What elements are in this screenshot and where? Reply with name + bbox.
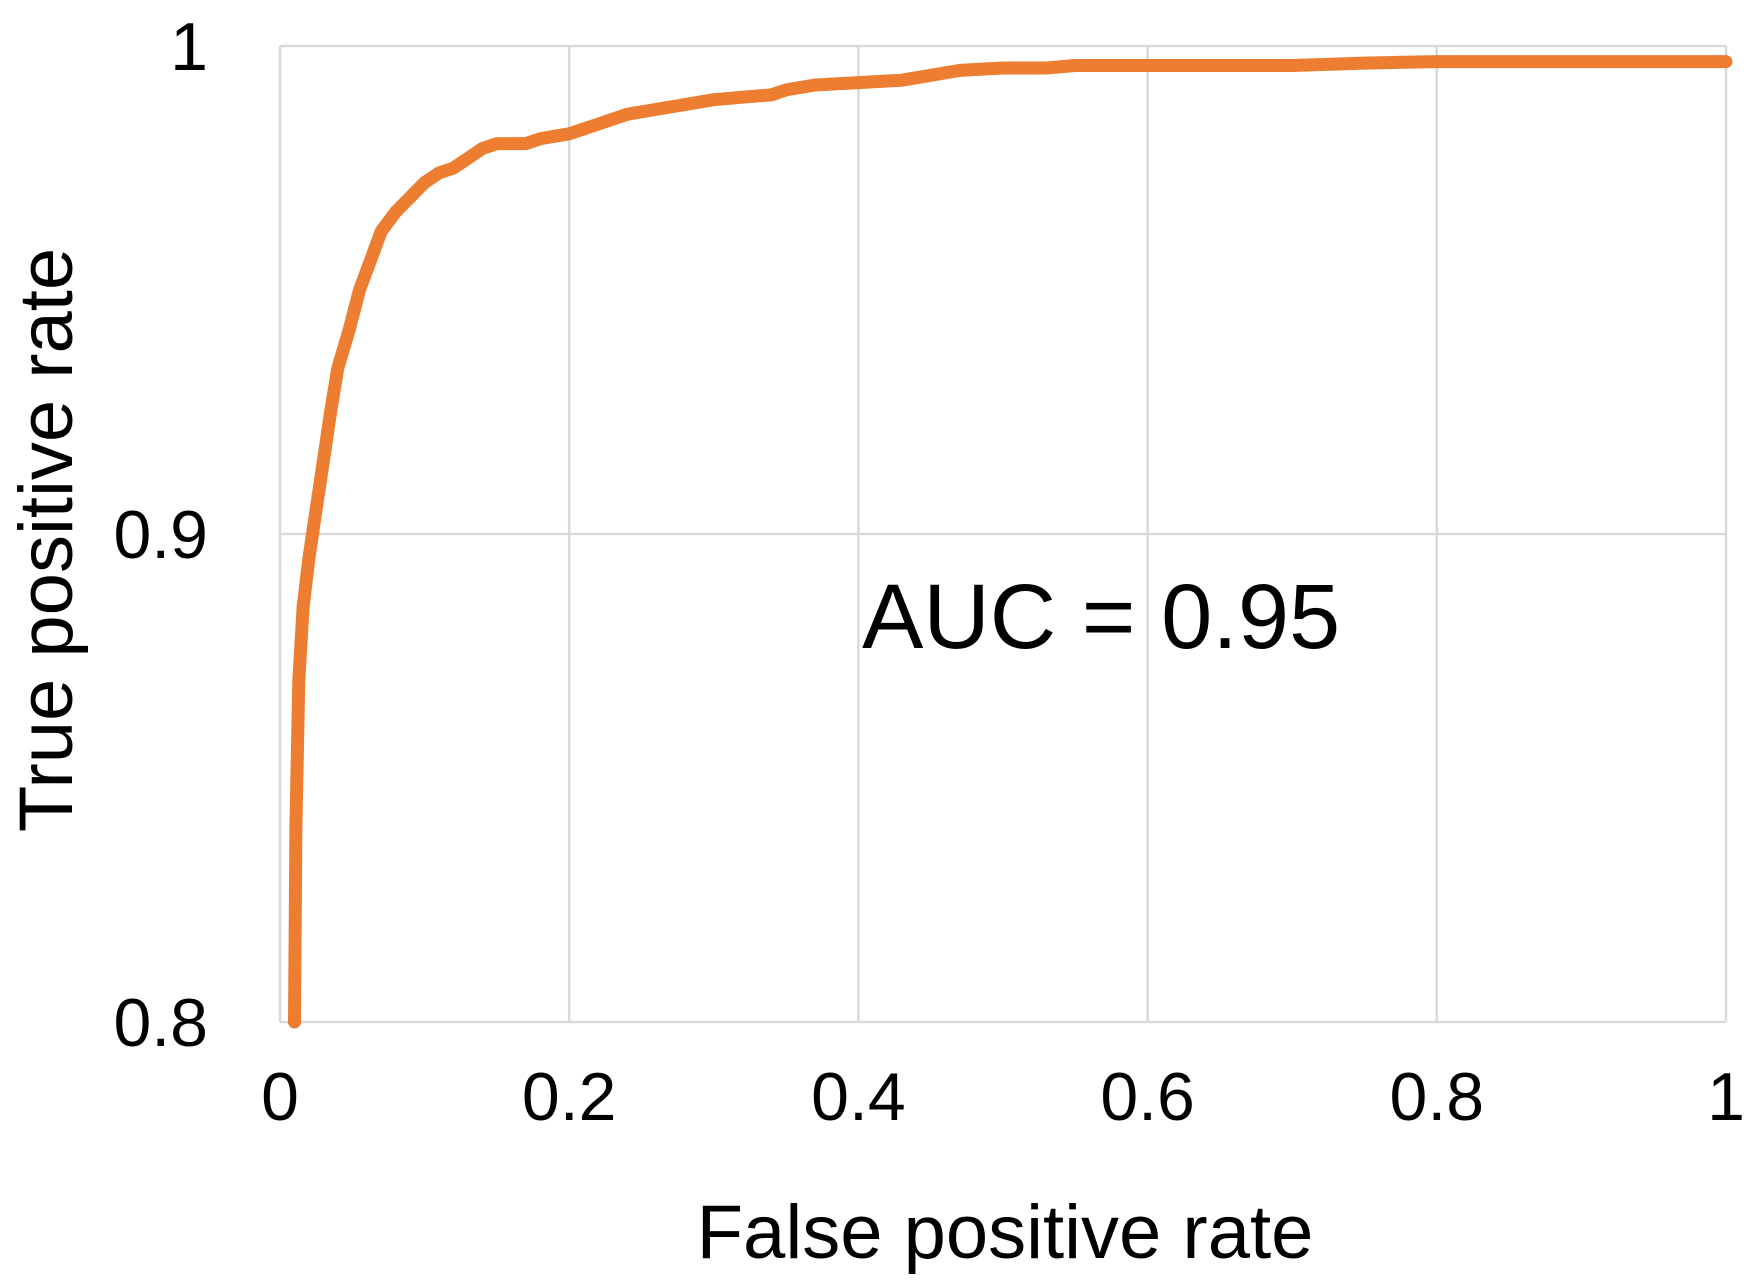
horizontal-gridlines	[280, 44, 1726, 1024]
y-tick-label: 0.8	[113, 985, 208, 1061]
x-tick-label: 0.6	[1100, 1059, 1195, 1135]
x-tick-label: 0	[261, 1059, 299, 1135]
x-tick-label: 0.4	[811, 1059, 906, 1135]
y-tick-label: 0.9	[113, 497, 208, 573]
y-tick-label: 1	[170, 9, 208, 85]
y-axis-title: True positive rate	[4, 248, 89, 832]
x-axis-title: False positive rate	[697, 1190, 1314, 1275]
x-tick-label: 1	[1707, 1059, 1745, 1135]
series-group	[288, 55, 1733, 1029]
roc-curve-line	[288, 55, 1733, 1029]
y-tick-labels: 0.8 0.9 1	[113, 9, 208, 1061]
x-tick-label: 0.8	[1390, 1059, 1485, 1135]
x-tick-labels: 0 0.2 0.4 0.6 0.8 1	[261, 1059, 1745, 1135]
auc-annotation: AUC = 0.95	[862, 566, 1340, 668]
x-tick-label: 0.2	[522, 1059, 617, 1135]
